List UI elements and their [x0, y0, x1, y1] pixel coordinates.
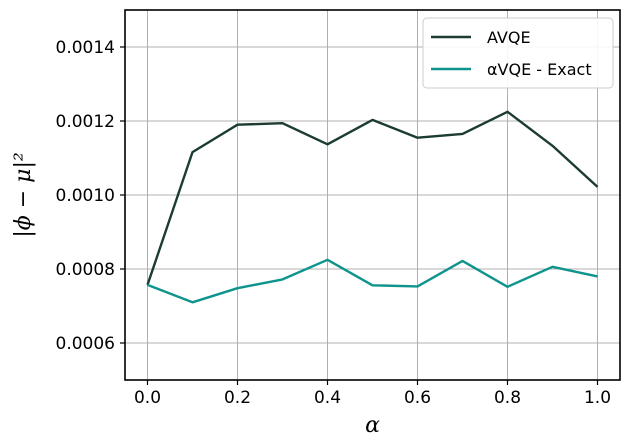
- legend-box: [422, 17, 614, 89]
- x-tick-label: 0.0: [134, 388, 161, 408]
- x-tick-label: 0.6: [404, 388, 431, 408]
- x-tick-label: 1.0: [584, 388, 611, 408]
- y-axis-label: |ϕ − μ|²: [11, 152, 36, 237]
- y-tick-label: 0.0012: [56, 112, 115, 132]
- x-tick-label: 0.8: [494, 388, 521, 408]
- series-line-1: [146, 110, 599, 286]
- y-tick-label: 0.0014: [56, 38, 115, 58]
- legend-label: AVQE: [487, 28, 531, 47]
- tick-labels: 0.0 0.2 0.4 0.6 0.8 1.0 0.0006 0.0008 0.0010 0.00…: [56, 38, 612, 408]
- tick-marks: [120, 46, 599, 385]
- legend-label: αVQE - Exact: [487, 60, 592, 79]
- y-tick-label: 0.0010: [56, 186, 115, 206]
- series-lines: [146, 110, 599, 304]
- x-tick-label: 0.4: [314, 388, 341, 408]
- y-tick-label: 0.0008: [56, 260, 115, 280]
- x-axis-label: α: [365, 413, 380, 438]
- x-tick-label: 0.2: [224, 388, 251, 408]
- y-tick-label: 0.0006: [56, 334, 115, 354]
- legend: AVQE αVQE - Exact: [422, 17, 614, 89]
- series-line-2: [147, 258, 598, 304]
